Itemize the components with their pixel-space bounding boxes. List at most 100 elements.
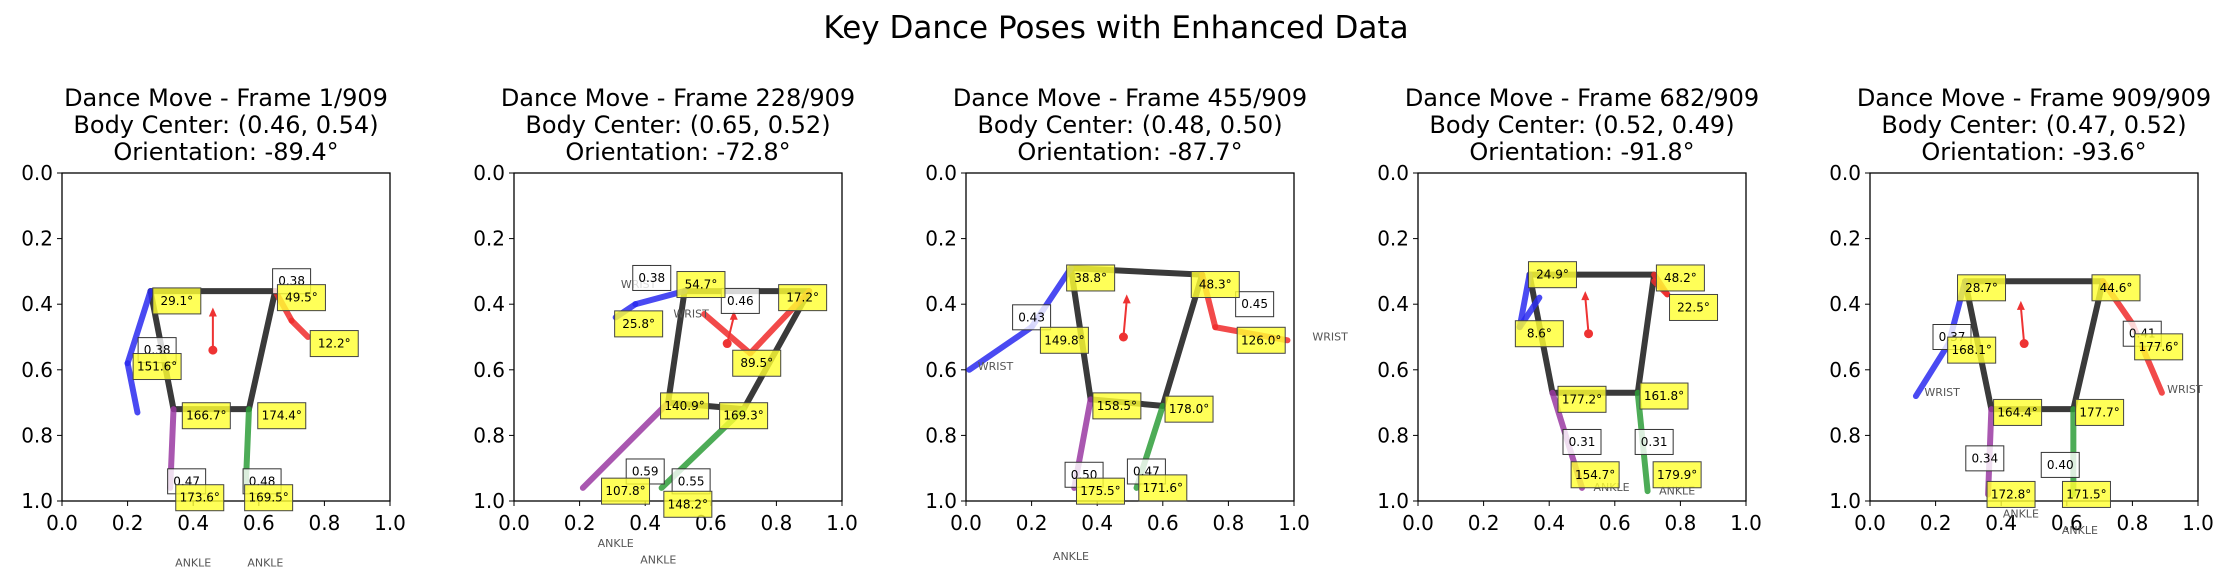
angle-label: 48.3° [1199, 278, 1232, 292]
joint-label: ANKLE [175, 557, 211, 570]
angle-label-box [778, 284, 828, 312]
angle-label-box [1039, 326, 1089, 354]
panel-subtitle: Body Center: (0.46, 0.54) [73, 111, 378, 139]
angle-label-box [1957, 274, 2007, 302]
angle-label: 107.8° [605, 484, 645, 498]
y-tick-label: 0.4 [925, 292, 957, 316]
angle-label-box [1986, 480, 2036, 508]
y-tick-label: 0.4 [21, 292, 53, 316]
joint-label: ANKLE [640, 553, 676, 566]
x-tick-label: 0.6 [1147, 511, 1179, 535]
angle-label: 164.4° [1997, 405, 2037, 419]
y-tick-label: 0.6 [1377, 358, 1409, 382]
y-tick-label: 0.4 [1829, 292, 1861, 316]
y-tick-label: 0.4 [1377, 292, 1409, 316]
orientation-arrow-shaft [1122, 300, 1128, 338]
x-tick-label: 0.8 [2116, 511, 2148, 535]
orientation-arrow-head [729, 310, 738, 320]
panel-title: Dance Move - Frame 1/909 [64, 84, 388, 112]
angle-label: 140.9° [664, 399, 704, 413]
joint-label: WRIST [978, 360, 1014, 373]
distance-label-box [1235, 291, 1275, 318]
y-tick-label: 0.8 [473, 423, 505, 447]
angle-label: 168.1° [1952, 343, 1992, 357]
y-tick-label: 0.0 [1829, 161, 1861, 185]
angle-label: 44.6° [2100, 281, 2133, 295]
panel-title: Dance Move - Frame 682/909 [1405, 84, 1759, 112]
joint-label: ANKLE [2003, 507, 2039, 520]
orientation-arrow-head [1581, 291, 1590, 301]
angle-label: 149.8° [1044, 333, 1084, 347]
x-tick-label: 0.4 [1985, 511, 2017, 535]
angle-label: 17.2° [786, 291, 819, 305]
x-tick-label: 0.8 [1664, 511, 1696, 535]
panel-orientation: Orientation: -87.7° [1017, 138, 1242, 166]
angle-label: 151.6° [137, 360, 177, 374]
x-tick-label: 1.0 [826, 511, 858, 535]
distance-label-box [1965, 445, 2005, 472]
y-tick-label: 0.0 [925, 161, 957, 185]
distance-label: 0.59 [632, 464, 659, 478]
skeleton-left-upper-arm [124, 288, 154, 367]
x-tick-label: 1.0 [1730, 511, 1762, 535]
angle-label: 126.0° [1241, 333, 1281, 347]
angle-label: 178.0° [1169, 402, 1209, 416]
body-center-point [722, 339, 732, 349]
x-tick-label: 0.6 [2051, 511, 2083, 535]
y-tick-label: 0.6 [925, 358, 957, 382]
angle-label-box [719, 402, 769, 430]
panel-orientation: Orientation: -89.4° [113, 138, 338, 166]
distance-label-box [671, 468, 711, 495]
distance-label: 0.31 [1641, 435, 1668, 449]
skeleton-left-forearm [124, 360, 141, 416]
x-tick-label: 1.0 [2182, 511, 2214, 535]
figure-title: Key Dance Poses with Enhanced Data [823, 10, 1408, 46]
distance-label-box [720, 287, 760, 314]
x-tick-label: 1.0 [1278, 511, 1310, 535]
angle-label: 148.2° [668, 497, 708, 511]
y-tick-label: 1.0 [1377, 489, 1409, 513]
angle-label: 158.5° [1097, 399, 1137, 413]
distance-label: 0.34 [1971, 451, 1998, 465]
x-tick-label: 0.4 [177, 511, 209, 535]
angle-label: 48.2° [1664, 271, 1697, 285]
angle-label: 154.7° [1575, 468, 1615, 482]
angle-label: 177.6° [2138, 340, 2178, 354]
orientation-arrow-shaft [2019, 306, 2026, 344]
angle-label: 49.5° [285, 291, 318, 305]
distance-label-box [2040, 451, 2080, 478]
joint-label: ANKLE [2062, 524, 2098, 537]
angle-label-box [1075, 477, 1125, 505]
skeleton-left-upper-arm [632, 288, 688, 308]
x-tick-label: 0.8 [308, 511, 340, 535]
skeleton-torso-right [1634, 271, 1658, 396]
angle-label: 179.9° [1657, 468, 1697, 482]
y-tick-label: 0.8 [21, 423, 53, 447]
x-tick-label: 0.0 [950, 511, 982, 535]
x-tick-label: 0.4 [1081, 511, 1113, 535]
orientation-arrow-head [1122, 294, 1131, 304]
joint-label: WRIST [1312, 330, 1348, 343]
angle-label-box [2061, 480, 2111, 508]
distance-label-box [1012, 304, 1052, 331]
angle-label-box [2134, 333, 2184, 361]
angle-label-box [181, 402, 231, 430]
angle-label-box [660, 392, 710, 420]
distance-label-box [1562, 428, 1602, 455]
distance-label-box [1634, 428, 1674, 455]
angle-label: 174.4° [262, 409, 302, 423]
angle-label-box [1190, 271, 1240, 299]
angle-label-box [1092, 392, 1142, 420]
skeleton-torso-right [2070, 278, 2106, 413]
y-tick-label: 0.2 [1829, 227, 1861, 251]
y-tick-label: 1.0 [1829, 489, 1861, 513]
x-tick-label: 0.0 [498, 511, 530, 535]
angle-label-box [152, 287, 202, 315]
y-tick-label: 1.0 [21, 489, 53, 513]
distance-label: 0.40 [2047, 458, 2074, 472]
angle-label-box [1993, 398, 2043, 426]
